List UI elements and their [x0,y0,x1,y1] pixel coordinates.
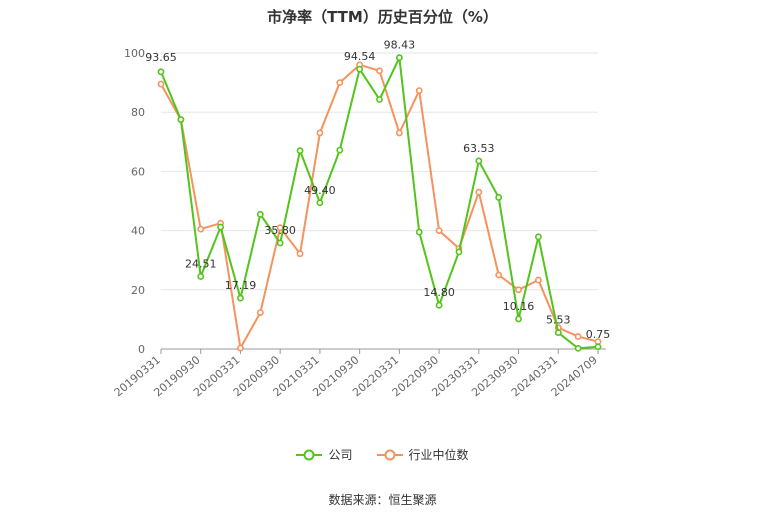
axes: 0204060801002019033120190930202003312020… [112,47,606,399]
data-point-1-21 [574,333,582,340]
data-point-1-18 [515,286,522,294]
data-point-0-17 [495,194,503,201]
data-point-1-2 [197,225,205,233]
data-point-0-15 [455,248,463,256]
data-point-0-13 [415,228,423,236]
data-label-4: 17.19 [225,279,257,292]
data-label-12: 98.43 [384,39,416,52]
legend-marker-industry-median [376,449,403,460]
legend-label-company: 公司 [328,448,353,462]
y-tick-label-3: 60 [131,165,145,178]
data-point-0-8 [316,199,324,207]
source-note: 数据来源：恒生聚源 [328,493,437,507]
data-point-0-4 [237,294,244,302]
data-point-0-1 [177,116,185,123]
data-point-0-18 [515,315,522,323]
chart-title: 市净率（TTM）历史百分位（%） [267,8,498,26]
data-label-6: 35.80 [264,224,296,237]
y-tick-label-1: 20 [131,284,145,297]
data-label-18: 10.16 [503,300,535,313]
data-point-0-0 [157,68,165,76]
data-point-0-20 [554,329,562,337]
line-chart: 0204060801002019033120190930202003312020… [112,39,611,400]
data-point-0-7 [296,147,304,155]
data-point-0-10 [356,65,364,73]
data-point-1-7 [296,250,304,258]
data-point-0-5 [256,210,264,218]
legend-item-company[interactable]: 公司 [296,446,353,463]
data-point-0-6 [276,239,284,247]
data-point-1-13 [415,87,423,94]
data-point-0-11 [376,96,383,103]
data-point-0-21 [574,345,582,352]
series-layer [157,54,602,352]
y-tick-label-5: 100 [124,47,145,60]
data-point-0-3 [217,223,224,231]
data-label-10: 94.54 [344,50,376,63]
y-tick-label-2: 40 [131,225,145,238]
data-label-0: 93.65 [145,51,177,64]
data-point-1-5 [256,309,264,316]
data-labels: 93.65 24.51 17.19 35.80 49.40 94.54 98.43 14.80… [145,39,610,341]
data-label-8: 49.40 [304,184,336,197]
data-point-0-9 [336,146,344,154]
data-point-1-4 [237,344,244,352]
data-label-2: 24.51 [185,257,217,270]
data-point-1-12 [395,129,403,137]
data-point-1-19 [535,276,542,284]
data-label-20: 5.53 [546,314,571,327]
data-label-16: 63.53 [463,142,495,155]
grid-lines [161,52,598,291]
data-point-0-16 [475,157,483,165]
data-point-1-16 [475,188,483,196]
data-point-0-22 [594,343,602,351]
data-point-1-14 [435,227,443,234]
data-point-0-12 [395,54,403,62]
data-point-1-11 [376,67,383,75]
legend-label-industry-median: 行业中位数 [408,448,469,462]
legend-item-industry-median[interactable]: 行业中位数 [376,446,469,463]
data-point-0-14 [435,301,443,309]
legend-marker-company [296,449,323,460]
y-tick-label-4: 80 [131,106,145,119]
legend: 公司 行业中位数 [0,446,765,463]
data-point-1-17 [495,271,503,279]
data-point-1-9 [336,79,344,86]
data-point-1-8 [316,129,324,137]
data-point-1-0 [157,80,165,88]
data-label-14: 14.80 [423,286,455,299]
data-point-0-19 [535,233,542,241]
data-label-22: 0.75 [586,328,611,341]
data-point-0-2 [197,273,205,280]
y-tick-label-0: 0 [138,343,145,356]
